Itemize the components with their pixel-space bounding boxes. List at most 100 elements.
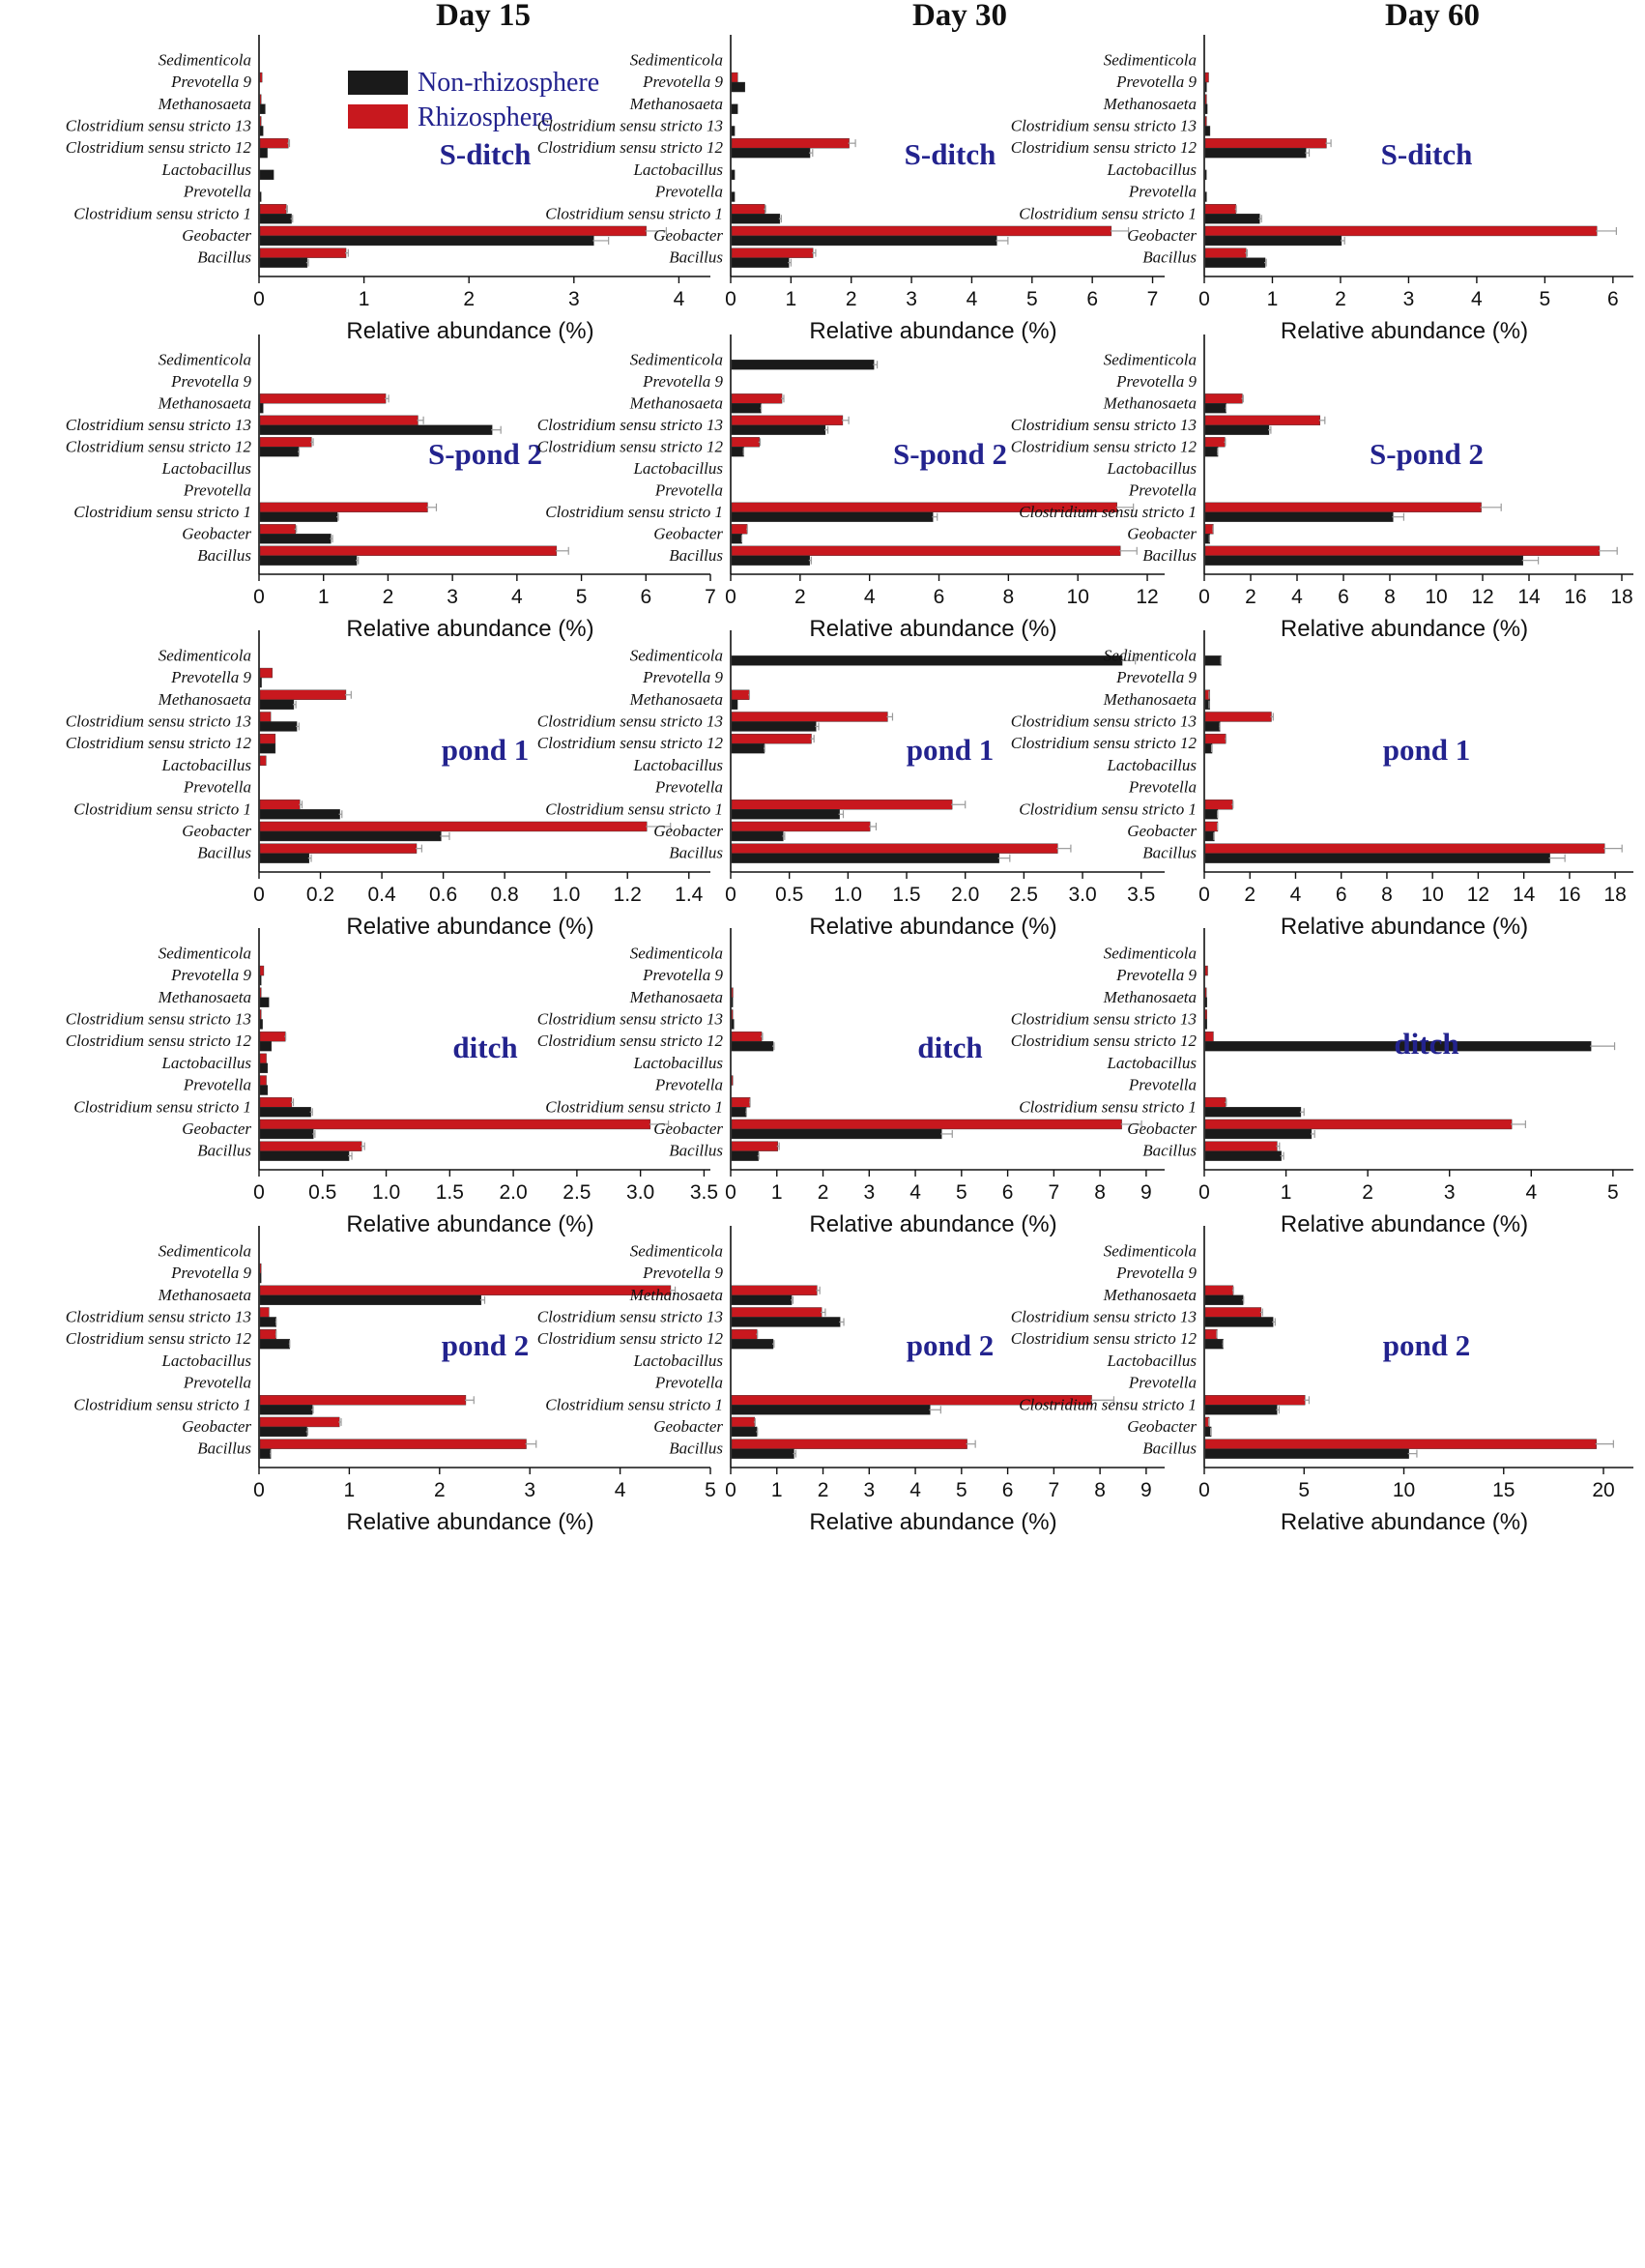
bar-non-rhizosphere-clostridium-sensu-stricto-12 [259, 447, 300, 457]
category-label: Sedimenticola [159, 646, 251, 664]
x-tick-label: 6 [1607, 288, 1619, 310]
bar-rhizosphere-lactobacillus [259, 1053, 267, 1064]
category-label: Prevotella [654, 480, 723, 499]
panel-pond-1-day30: 0 0.5 1.0 1.5 2.0 2.5 3.0 3.5 Relative abundance… [537, 630, 1165, 940]
category-label: Sedimenticola [630, 350, 723, 368]
category-label: Prevotella 9 [170, 668, 251, 686]
bar-non-rhizosphere-methanosaeta [731, 403, 762, 414]
category-label: Prevotella [654, 1374, 723, 1392]
x-tick-label: 3 [863, 1479, 875, 1501]
bar-non-rhizosphere-clostridium-sensu-stricto-1 [259, 214, 292, 224]
bar-rhizosphere-clostridium-sensu-stricto-12 [259, 1328, 277, 1340]
x-tick-label: 10 [1393, 1479, 1415, 1501]
category-label: Clostridium sensu stricto 13 [537, 416, 723, 434]
bar-non-rhizosphere-bacillus [731, 1448, 794, 1459]
bar-non-rhizosphere-methanosaeta [259, 1294, 482, 1305]
category-label: Bacillus [1142, 1142, 1197, 1160]
x-tick-label: 0.6 [429, 884, 457, 906]
bar-rhizosphere-clostridium-sensu-stricto-12 [1204, 137, 1327, 149]
x-axis-title: Relative abundance (%) [809, 616, 1056, 642]
x-tick-label: 4 [1525, 1181, 1537, 1204]
x-tick-label: 12 [1471, 586, 1493, 608]
bar-rhizosphere-clostridium-sensu-stricto-12 [259, 733, 276, 744]
x-tick-label: 3 [447, 586, 458, 608]
category-label: Sedimenticola [1104, 1241, 1197, 1260]
category-label: Prevotella 9 [1115, 668, 1197, 686]
category-label: Clostridium sensu stricto 13 [1011, 416, 1197, 434]
category-label: Geobacter [1127, 524, 1197, 542]
bar-rhizosphere-clostridium-sensu-stricto-1 [1204, 502, 1482, 512]
x-tick-label: 4 [615, 1479, 626, 1501]
x-tick-label: 1 [359, 288, 370, 310]
bar-rhizosphere-methanosaeta [259, 94, 262, 104]
bar-rhizosphere-methanosaeta [259, 1285, 672, 1295]
x-tick-label: 2.0 [951, 884, 979, 906]
x-axis-title: Relative abundance (%) [1281, 1211, 1528, 1237]
bar-non-rhizosphere-clostridium-sensu-stricto-12 [1204, 447, 1219, 457]
category-label: Lactobacillus [632, 1054, 723, 1072]
bar-rhizosphere-clostridium-sensu-stricto-12 [1204, 1328, 1218, 1340]
x-tick-label: 4 [967, 288, 978, 310]
x-tick-label: 8 [1384, 586, 1396, 608]
x-tick-label: 20 [1592, 1479, 1614, 1501]
category-label: Clostridium sensu stricto 12 [66, 437, 252, 455]
bar-non-rhizosphere-geobacter [259, 1128, 314, 1140]
x-tick-label: 0 [1198, 1479, 1210, 1501]
bar-rhizosphere-geobacter [259, 1416, 340, 1428]
category-label: Lactobacillus [632, 459, 723, 478]
x-tick-label: 0 [1198, 1181, 1210, 1204]
x-axis-title: Relative abundance (%) [346, 616, 593, 642]
category-label: Lactobacillus [632, 160, 723, 179]
bar-rhizosphere-clostridium-sensu-stricto-12 [259, 137, 289, 149]
bar-rhizosphere-bacillus [731, 1439, 967, 1449]
bar-non-rhizosphere-lactobacillus [259, 1062, 269, 1074]
category-label: Prevotella 9 [170, 1264, 251, 1282]
category-label: Sedimenticola [1104, 350, 1197, 368]
bar-rhizosphere-bacillus [1204, 247, 1247, 258]
category-label: Clostridium sensu stricto 12 [1011, 734, 1198, 752]
bar-non-rhizosphere-methanosaeta [1204, 403, 1227, 414]
category-label: Bacillus [669, 1142, 723, 1160]
x-axis-title: Relative abundance (%) [809, 1509, 1056, 1535]
bar-rhizosphere-methanosaeta [731, 987, 734, 998]
x-tick-label: 6 [1338, 586, 1349, 608]
category-label: Clostridium sensu stricto 12 [66, 138, 252, 157]
x-tick-label: 3.0 [626, 1181, 654, 1204]
x-tick-label: 7 [1049, 1479, 1060, 1501]
bar-rhizosphere-clostridium-sensu-stricto-1 [731, 800, 953, 810]
category-label: Lactobacillus [160, 1352, 251, 1370]
category-label: Methanosaeta [1103, 1286, 1197, 1304]
category-label: Clostridium sensu stricto 12 [537, 1329, 724, 1348]
bar-non-rhizosphere-clostridium-sensu-stricto-1 [731, 214, 781, 224]
bar-non-rhizosphere-clostridium-sensu-stricto-13 [259, 721, 298, 732]
category-label: Clostridium sensu stricto 12 [537, 734, 724, 752]
bar-rhizosphere-clostridium-sensu-stricto-1 [1204, 1395, 1306, 1406]
category-label: Prevotella [183, 480, 251, 499]
panel-title: pond 1 [1383, 733, 1470, 767]
bar-rhizosphere-clostridium-sensu-stricto-1 [1204, 800, 1233, 810]
bar-rhizosphere-clostridium-sensu-stricto-13 [1204, 415, 1321, 425]
x-tick-label: 2.5 [1010, 884, 1038, 906]
x-tick-label: 1.0 [372, 1181, 400, 1204]
legend-swatch-rhizosphere [348, 104, 408, 129]
x-tick-label: 10 [1067, 586, 1089, 608]
category-label: Sedimenticola [630, 646, 723, 664]
x-tick-label: 5 [1298, 1479, 1310, 1501]
x-tick-label: 18 [1603, 884, 1626, 906]
bar-non-rhizosphere-bacillus [259, 555, 358, 566]
bar-non-rhizosphere-clostridium-sensu-stricto-12 [731, 447, 744, 457]
panel-ditch-day60: 0 1 2 3 4 5 Relative abundance (%) Sedimenticol… [1011, 928, 1633, 1237]
bar-non-rhizosphere-prevotella-9 [731, 81, 745, 93]
bar-non-rhizosphere-prevotella [259, 1085, 269, 1095]
category-label: Geobacter [182, 524, 251, 542]
bar-rhizosphere-bacillus [1204, 1439, 1597, 1449]
column-headers: Day 15 Day 30 Day 60 [436, 0, 1480, 33]
panel-s-pond-2-day15: 0 1 2 3 4 5 6 7 Relative abundance (%) Sedimentic… [66, 334, 716, 642]
x-tick-label: 3.5 [690, 1181, 718, 1204]
panel-title: S-pond 2 [428, 437, 542, 471]
category-label: Prevotella [183, 1076, 251, 1094]
bar-non-rhizosphere-methanosaeta [1204, 997, 1207, 1007]
x-tick-label: 2 [434, 1479, 446, 1501]
panel-pond-1-day15: 0 0.2 0.4 0.6 0.8 1.0 1.2 1.4 Relative abundance… [66, 630, 710, 940]
bar-rhizosphere-geobacter [259, 524, 296, 535]
